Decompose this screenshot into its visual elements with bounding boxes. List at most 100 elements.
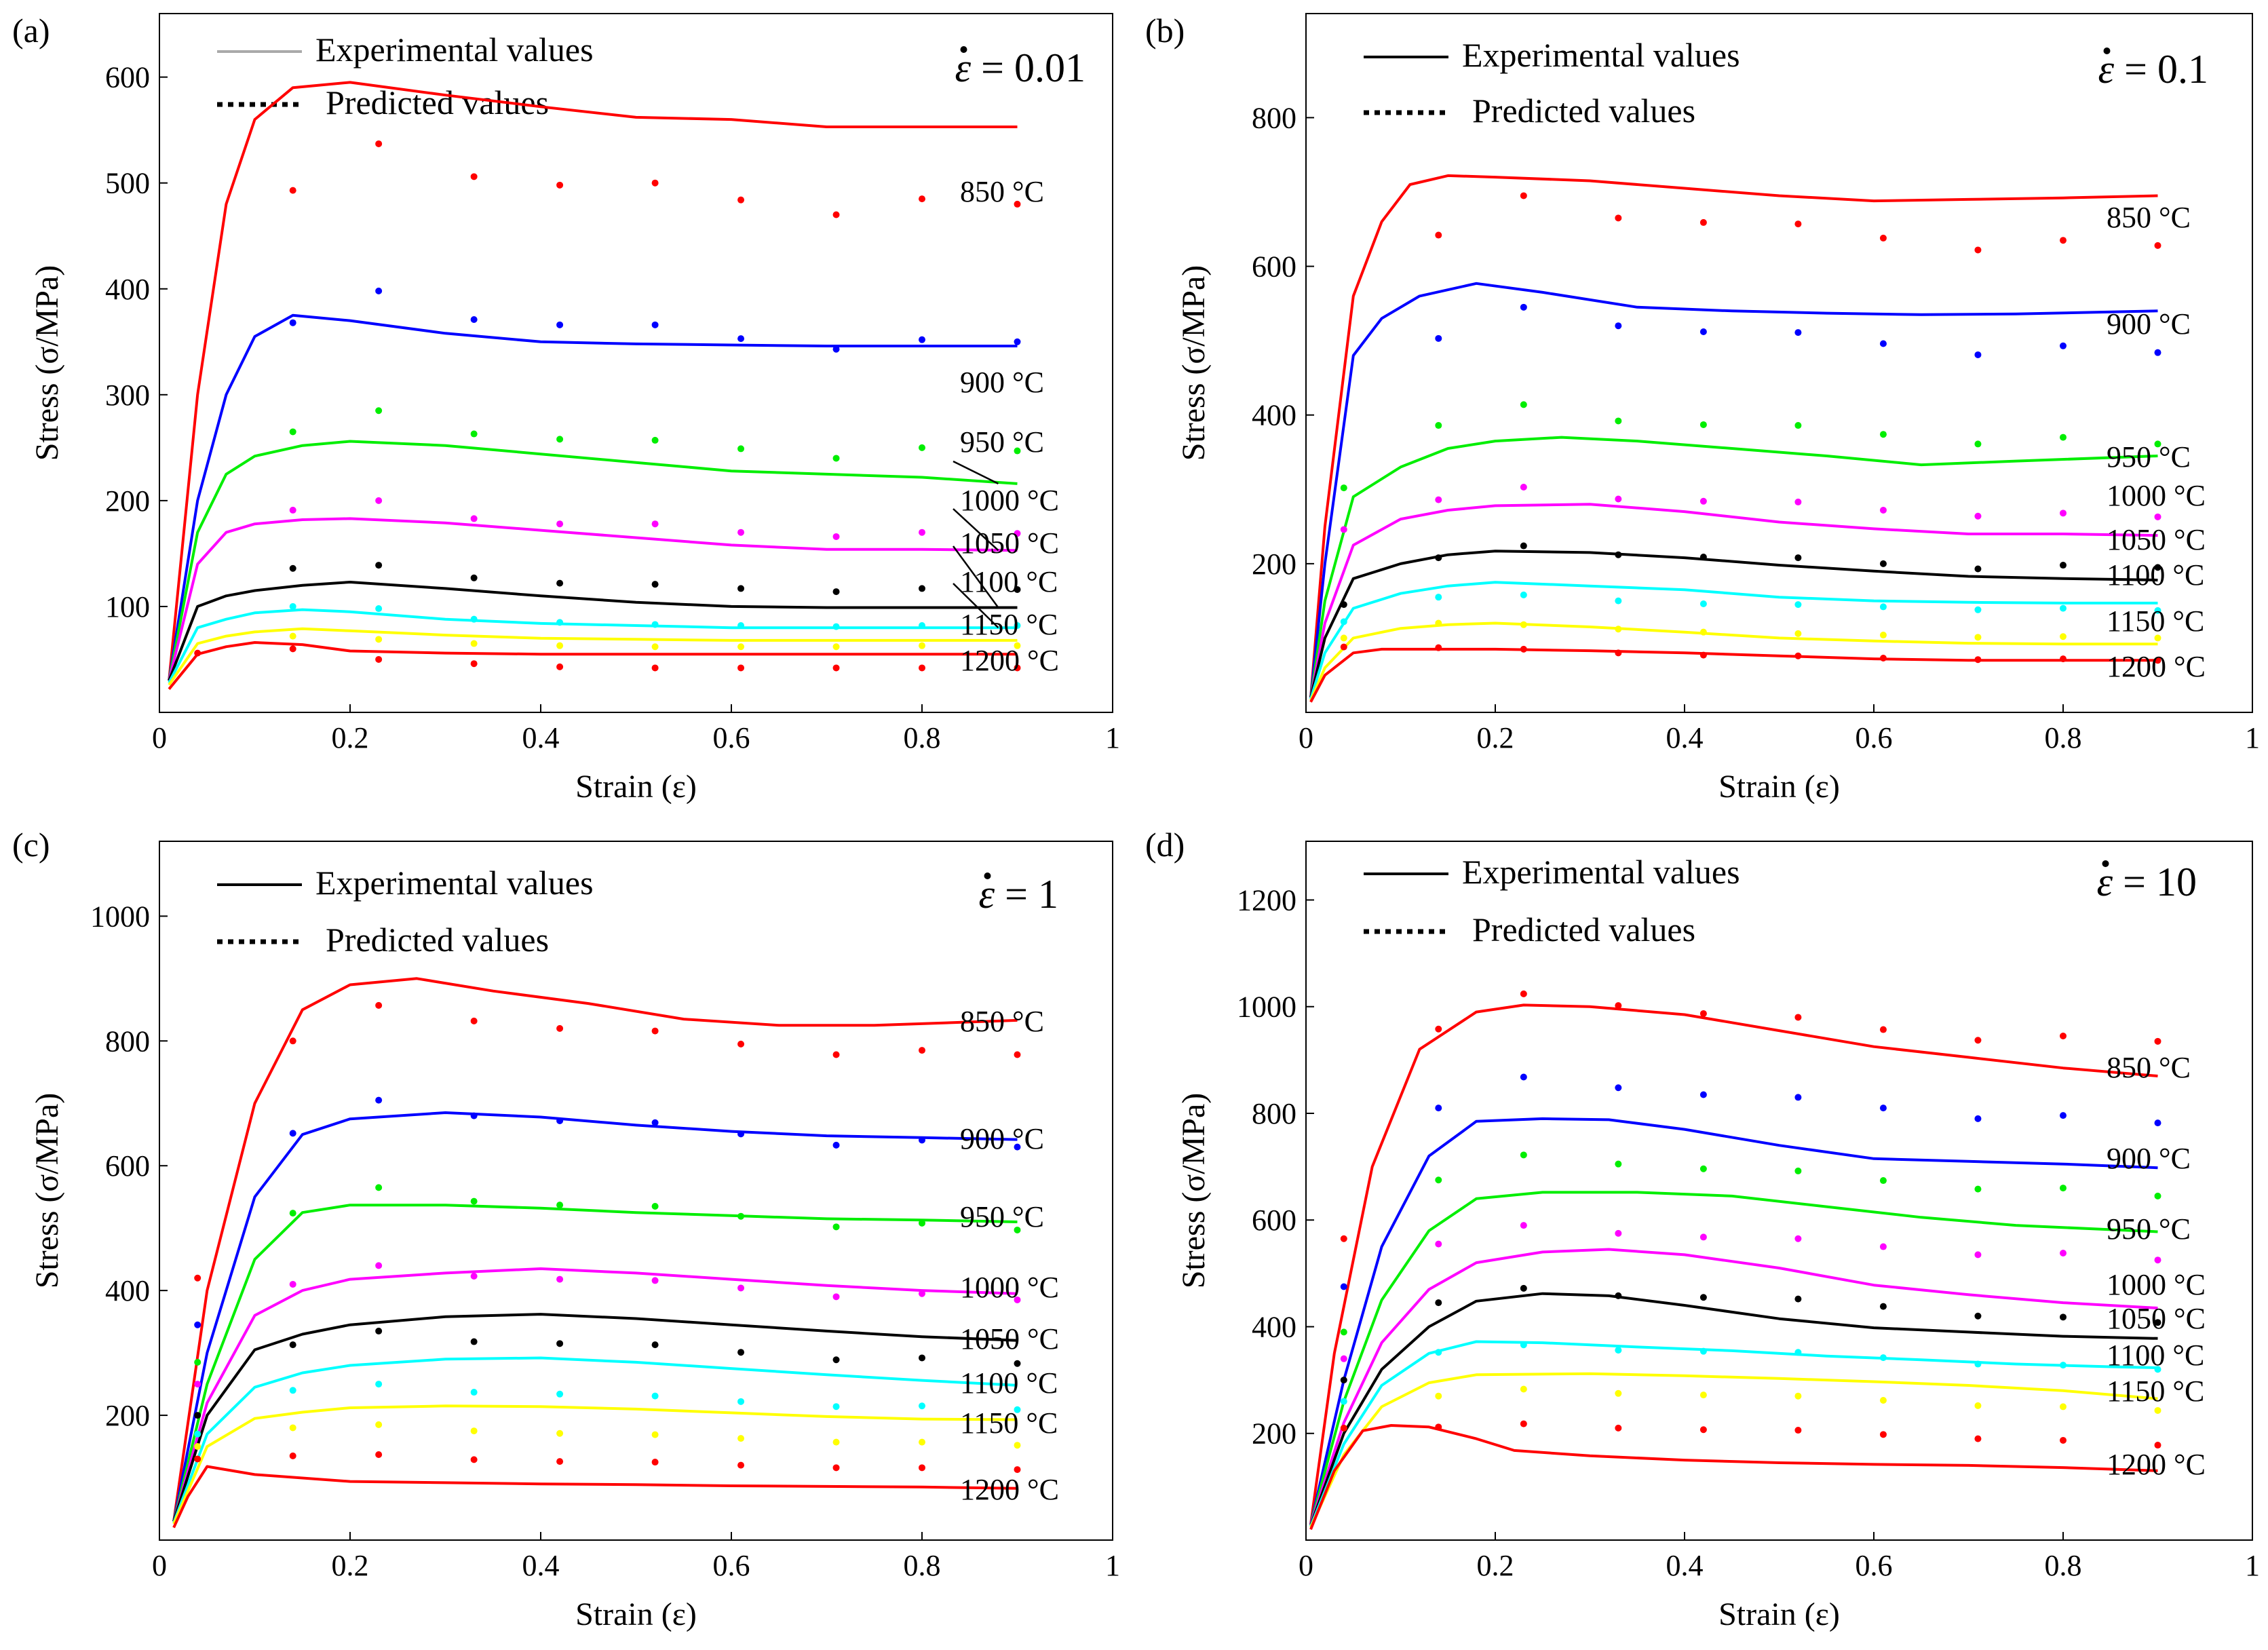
series-1050-predicted-point [2154, 564, 2161, 571]
series-1100-predicted-point [1520, 591, 1527, 598]
series-850-experimental-line [1309, 174, 2158, 698]
series-1200-predicted-point [1340, 643, 1347, 651]
series-1200-predicted-point [1435, 1423, 1442, 1431]
series-1150-predicted-point [1794, 630, 1802, 637]
series-950-predicted-point [1615, 1160, 1622, 1168]
series-1100-predicted-point [556, 1390, 564, 1398]
series-1000-predicted-point [2060, 1249, 2067, 1256]
series-850-predicted-point [1435, 231, 1442, 239]
series-1150-experimental-line [1309, 621, 2158, 702]
series-900-experimental-line [172, 1111, 1018, 1522]
series-950-predicted-point [1879, 431, 1887, 438]
x-tick-label: 0.4 [1666, 1549, 1704, 1582]
series-1150-predicted-point [1014, 642, 1021, 649]
chart-panel-2: (b) 0 0.2 0.4 0.6 0.8 1 200 400 600 800 Strain (ε) S… [1145, 12, 2260, 805]
series-1000-predicted-point [1340, 1355, 1347, 1362]
series-1200-experimental-line [1309, 647, 2158, 703]
series-1100-label: 1100 °C [960, 1366, 1058, 1400]
series-850-predicted-point [919, 195, 925, 203]
series-1000-predicted-point [1615, 495, 1622, 503]
strain-rate-value: = 0.01 [971, 45, 1085, 90]
y-tick-label: 1200 [1237, 883, 1296, 917]
y-tick-label: 200 [1252, 1417, 1296, 1451]
series-950-predicted-point [2154, 440, 2161, 448]
series-950-predicted-point [375, 407, 383, 415]
x-tick-label: 0 [1299, 721, 1313, 754]
series-950-predicted-point [1615, 417, 1622, 425]
series-950-predicted-point [289, 428, 296, 436]
series-950-predicted-point [1520, 401, 1527, 408]
x-tick-label: 0.4 [522, 1549, 560, 1582]
y-axis-label: Stress (σ/MPa) [1176, 1093, 1212, 1289]
series-1200-predicted-point [1014, 664, 1021, 672]
series-1050-experimental-line [1309, 1292, 2158, 1526]
series-1050-predicted-point [1794, 1295, 1802, 1303]
series-1050-predicted-point [1879, 1303, 1887, 1310]
y-tick-label: 600 [1252, 1204, 1296, 1237]
series-1050-predicted-point [651, 581, 659, 588]
y-tick-label: 100 [105, 590, 150, 623]
series-900-predicted-point [651, 321, 659, 328]
series-900-predicted-point [651, 1119, 659, 1126]
series-1150-predicted-point [1699, 1392, 1707, 1399]
series-850-predicted-point [651, 179, 659, 187]
series-1200-predicted-point [1520, 1420, 1527, 1427]
series-1050-predicted-point [651, 1341, 659, 1349]
series-1000-predicted-point [1794, 498, 1802, 505]
series-950-predicted-point [737, 1212, 745, 1220]
series-900-predicted-point [1014, 1143, 1021, 1151]
series-900-predicted-point [1615, 1084, 1622, 1092]
y-axis-label: Stress (σ/MPa) [29, 1093, 65, 1289]
x-axis-label: Strain (ε) [1718, 1596, 1840, 1632]
series-900-predicted-point [1974, 1115, 1982, 1122]
series-1050-predicted-point [375, 562, 383, 569]
x-tick-label: 1 [1105, 1549, 1120, 1582]
series-1100-predicted-point [1879, 603, 1887, 611]
series-1200-predicted-point [1794, 1427, 1802, 1434]
x-tick-label: 1 [2245, 1549, 2260, 1582]
epsilon-dot [2103, 47, 2111, 54]
series-1000-predicted-point [470, 515, 478, 522]
series-950-label: 950 °C [960, 1200, 1044, 1233]
series-1200-predicted-point [651, 1459, 659, 1466]
series-900-predicted-point [375, 287, 383, 294]
y-tick-label: 200 [105, 1399, 150, 1432]
series-850-predicted-point [919, 1047, 925, 1054]
series-1100-predicted-point [651, 621, 659, 628]
series-1200-predicted-point [470, 660, 478, 668]
series-1100-predicted-point [1014, 622, 1021, 630]
series-1050-predicted-point [919, 1354, 925, 1362]
series-1050-predicted-point [289, 564, 296, 572]
series-1200-predicted-point [737, 664, 745, 672]
series-850-predicted-point [2154, 1037, 2161, 1045]
series-1200-predicted-point [832, 1464, 840, 1472]
panel-label: (b) [1145, 12, 1185, 50]
series-1050-predicted-point [1520, 1284, 1527, 1292]
series-1150-predicted-point [651, 1431, 659, 1438]
x-tick-label: 0.8 [2045, 721, 2082, 754]
series-1050-predicted-point [2060, 562, 2067, 569]
series-900-predicted-point [2154, 1119, 2161, 1127]
series-950-predicted-point [737, 445, 745, 453]
series-1050-predicted-point [2060, 1313, 2067, 1321]
series-1200-predicted-point [289, 645, 296, 653]
series-1200-predicted-point [194, 1455, 201, 1463]
series-1150-predicted-point [1520, 1385, 1527, 1393]
epsilon-dot [960, 46, 967, 53]
series-1000-predicted-point [737, 529, 745, 536]
y-tick-label: 1000 [90, 900, 150, 933]
series-1150-predicted-point [1615, 626, 1622, 633]
series-1050-predicted-point [375, 1327, 383, 1335]
series-1000-predicted-point [470, 1272, 478, 1280]
series-900-label: 900 °C [2107, 1142, 2191, 1175]
series-1050-predicted-point [556, 579, 564, 587]
series-850-predicted-point [832, 211, 840, 218]
series-1000-predicted-point [1520, 1222, 1527, 1229]
series-950-label: 950 °C [2107, 440, 2191, 474]
series-1050-predicted-point [1340, 1377, 1347, 1384]
series-1100-predicted-point [1520, 1341, 1527, 1349]
series-1000-label: 1000 °C [2107, 1268, 2206, 1301]
series-850-predicted-point [194, 1274, 201, 1282]
strain-rate-label: ε = 10 [2097, 860, 2197, 904]
series-1000-predicted-point [1435, 496, 1442, 503]
